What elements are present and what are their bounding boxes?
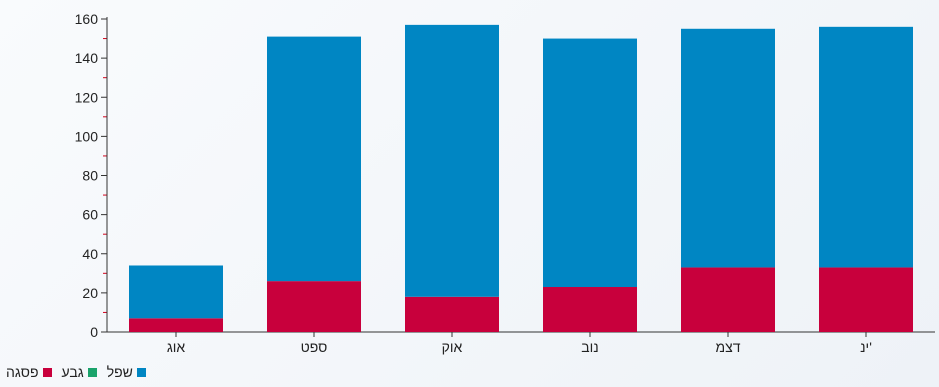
legend-swatch-geva [87,367,97,377]
stacked-bar-chart: 0 20 40 60 80 100 120 140 160 אוג ספט אוק נוב דצמ ינ' [75,11,935,355]
bar-oct-series-2[interactable] [405,24,499,297]
bar-jan-series-2[interactable] [819,26,913,268]
x-tick-label-sep: ספט [301,339,328,355]
bar-sep-series-2[interactable] [267,36,361,282]
bar-dec-series-0[interactable] [681,267,775,332]
legend-swatch-shefel [136,367,146,377]
bar-sep-series-0[interactable] [267,281,361,332]
y-tick-label: 60 [82,207,98,223]
legend-swatch-pisga [42,367,52,377]
y-tick-label: 20 [82,285,98,301]
y-tick-label: 140 [75,50,99,66]
x-tick-label-nov: נוב [581,339,598,355]
bar-jan-series-0[interactable] [819,267,913,332]
legend-label-shefel: שפל [106,364,133,380]
x-tick-label-oct: אוק [442,339,463,355]
bar-nov-series-0[interactable] [543,287,637,332]
x-tick-label-jan: ינ' [860,339,872,355]
y-tick-label: 0 [90,324,98,340]
bar-nov-series-2[interactable] [543,38,637,288]
y-tick-label: 120 [75,89,99,105]
legend: שפל גבע פסגה [6,364,146,380]
bar-aug-series-2[interactable] [129,265,223,319]
bar-aug-series-0[interactable] [129,318,223,332]
bar-oct-series-0[interactable] [405,296,499,332]
y-tick-label: 160 [75,11,99,27]
y-tick-label: 80 [82,168,98,184]
legend-item-geva[interactable]: גבע [62,364,97,380]
legend-label-geva: גבע [61,364,84,380]
y-tick-label: 100 [75,128,99,144]
bar-dec-series-2[interactable] [681,28,775,268]
x-tick-label-dec: דצמ [715,339,740,355]
x-tick-label-aug: אוג [167,339,186,355]
y-tick-label: 40 [82,246,98,262]
legend-label-pisga: פסגה [6,364,39,380]
legend-item-shefel[interactable]: שפל [107,364,146,380]
legend-item-pisga[interactable]: פסגה [6,364,52,380]
